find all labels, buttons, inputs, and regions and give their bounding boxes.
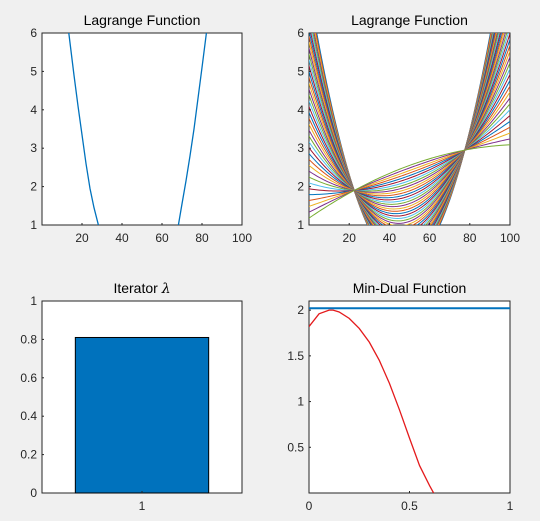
x-tick-label: 100: [500, 231, 520, 245]
series-line: [309, 309, 435, 493]
family-curve: [309, 103, 510, 192]
series-line: [68, 33, 100, 225]
family-curve: [309, 115, 510, 192]
family-curve: [309, 44, 510, 212]
y-tick-label: 4: [297, 103, 304, 117]
y-tick-label: 0.2: [20, 448, 37, 462]
family-curve: [309, 39, 510, 215]
x-tick-label: 80: [195, 231, 209, 245]
y-tick-label: 5: [30, 64, 37, 78]
axes-frame: [41, 32, 243, 226]
y-tick-label: 1: [30, 294, 37, 308]
family-curve: [309, 120, 510, 196]
tick-labels: 1 0 0.2 0.4 0.6 0.8 1: [20, 294, 145, 513]
family-curve: [309, 62, 510, 205]
y-tick-label: 2: [297, 180, 304, 194]
plot-area: [74, 336, 210, 494]
y-tick-label: 6: [30, 26, 37, 40]
axes-iterator-lambda: Iterator λ 1 0 0.2 0.4 0.6 0.8 1: [20, 280, 243, 513]
tick-labels: 20 40 60 80 100 1 2 3 4 5 6: [30, 26, 252, 245]
x-tick-label: 60: [155, 231, 169, 245]
y-tick-label: 2: [30, 180, 37, 194]
family-curve: [309, 97, 510, 193]
chart-title: Lagrange Function: [351, 12, 468, 28]
axes-lagrange-left: Lagrange Function 20 40 60 80 100 1 2 3 4 5 6: [30, 12, 252, 245]
x-tick-label: 1: [507, 499, 514, 513]
y-tick-label: 0.8: [20, 332, 37, 346]
chart-title-text: Iterator: [113, 280, 158, 296]
x-tick-label: 20: [343, 231, 357, 245]
y-tick-label: 2: [297, 303, 304, 317]
axes-min-dual: Min-Dual Function 0 0.5 1 0.5 1 1.5 2: [287, 280, 513, 513]
family-curve: [309, 126, 510, 202]
y-tick-label: 1: [297, 218, 304, 232]
family-curve: [309, 91, 510, 195]
x-tick-label: 0.5: [401, 499, 418, 513]
axes-frame: [308, 300, 511, 494]
axes-lagrange-right: Lagrange Function 20 40 60 80 100 1 2 3 4 5 6: [297, 12, 520, 245]
family-curve: [309, 144, 510, 219]
x-tick-label: 20: [75, 231, 89, 245]
plot-area: [68, 33, 208, 225]
y-tick-label: 0.5: [287, 440, 304, 454]
y-tick-label: 3: [297, 141, 304, 155]
y-tick-label: 1: [30, 218, 37, 232]
family-curve: [309, 80, 510, 199]
family-curve: [309, 74, 510, 201]
lambda-symbol: λ: [161, 281, 171, 297]
family-curve: [309, 85, 510, 197]
x-tick-label: 60: [423, 231, 437, 245]
bar: [74, 336, 210, 494]
x-tick-label: 1: [139, 499, 146, 513]
family-curve: [309, 50, 510, 210]
chart-title: Min-Dual Function: [353, 280, 467, 296]
series-line: [177, 33, 208, 225]
family-curve: [309, 132, 510, 207]
x-tick-label: 40: [115, 231, 129, 245]
y-tick-label: 4: [30, 103, 37, 117]
y-tick-label: 0.6: [20, 371, 37, 385]
tick-labels: 0 0.5 1 0.5 1 1.5 2: [287, 303, 513, 513]
x-tick-label: 100: [232, 231, 252, 245]
family-curve: [309, 138, 510, 213]
y-tick-label: 1.5: [287, 349, 304, 363]
x-tick-label: 0: [306, 499, 313, 513]
family-curve: [309, 109, 510, 191]
family-curve: [309, 68, 510, 203]
y-tick-label: 6: [297, 26, 304, 40]
y-tick-label: 1: [297, 395, 304, 409]
y-tick-label: 0.4: [20, 409, 37, 423]
y-tick-label: 3: [30, 141, 37, 155]
plot-area: [309, 307, 510, 493]
x-tick-label: 80: [463, 231, 477, 245]
tick-labels: 20 40 60 80 100 1 2 3 4 5 6: [297, 26, 520, 245]
chart-title: Iterator λ: [113, 280, 170, 297]
plot-area: [309, 33, 510, 225]
y-tick-label: 5: [297, 64, 304, 78]
chart-title: Lagrange Function: [84, 12, 201, 28]
y-tick-label: 0: [30, 486, 37, 500]
x-tick-label: 40: [383, 231, 397, 245]
family-curve: [309, 56, 510, 208]
